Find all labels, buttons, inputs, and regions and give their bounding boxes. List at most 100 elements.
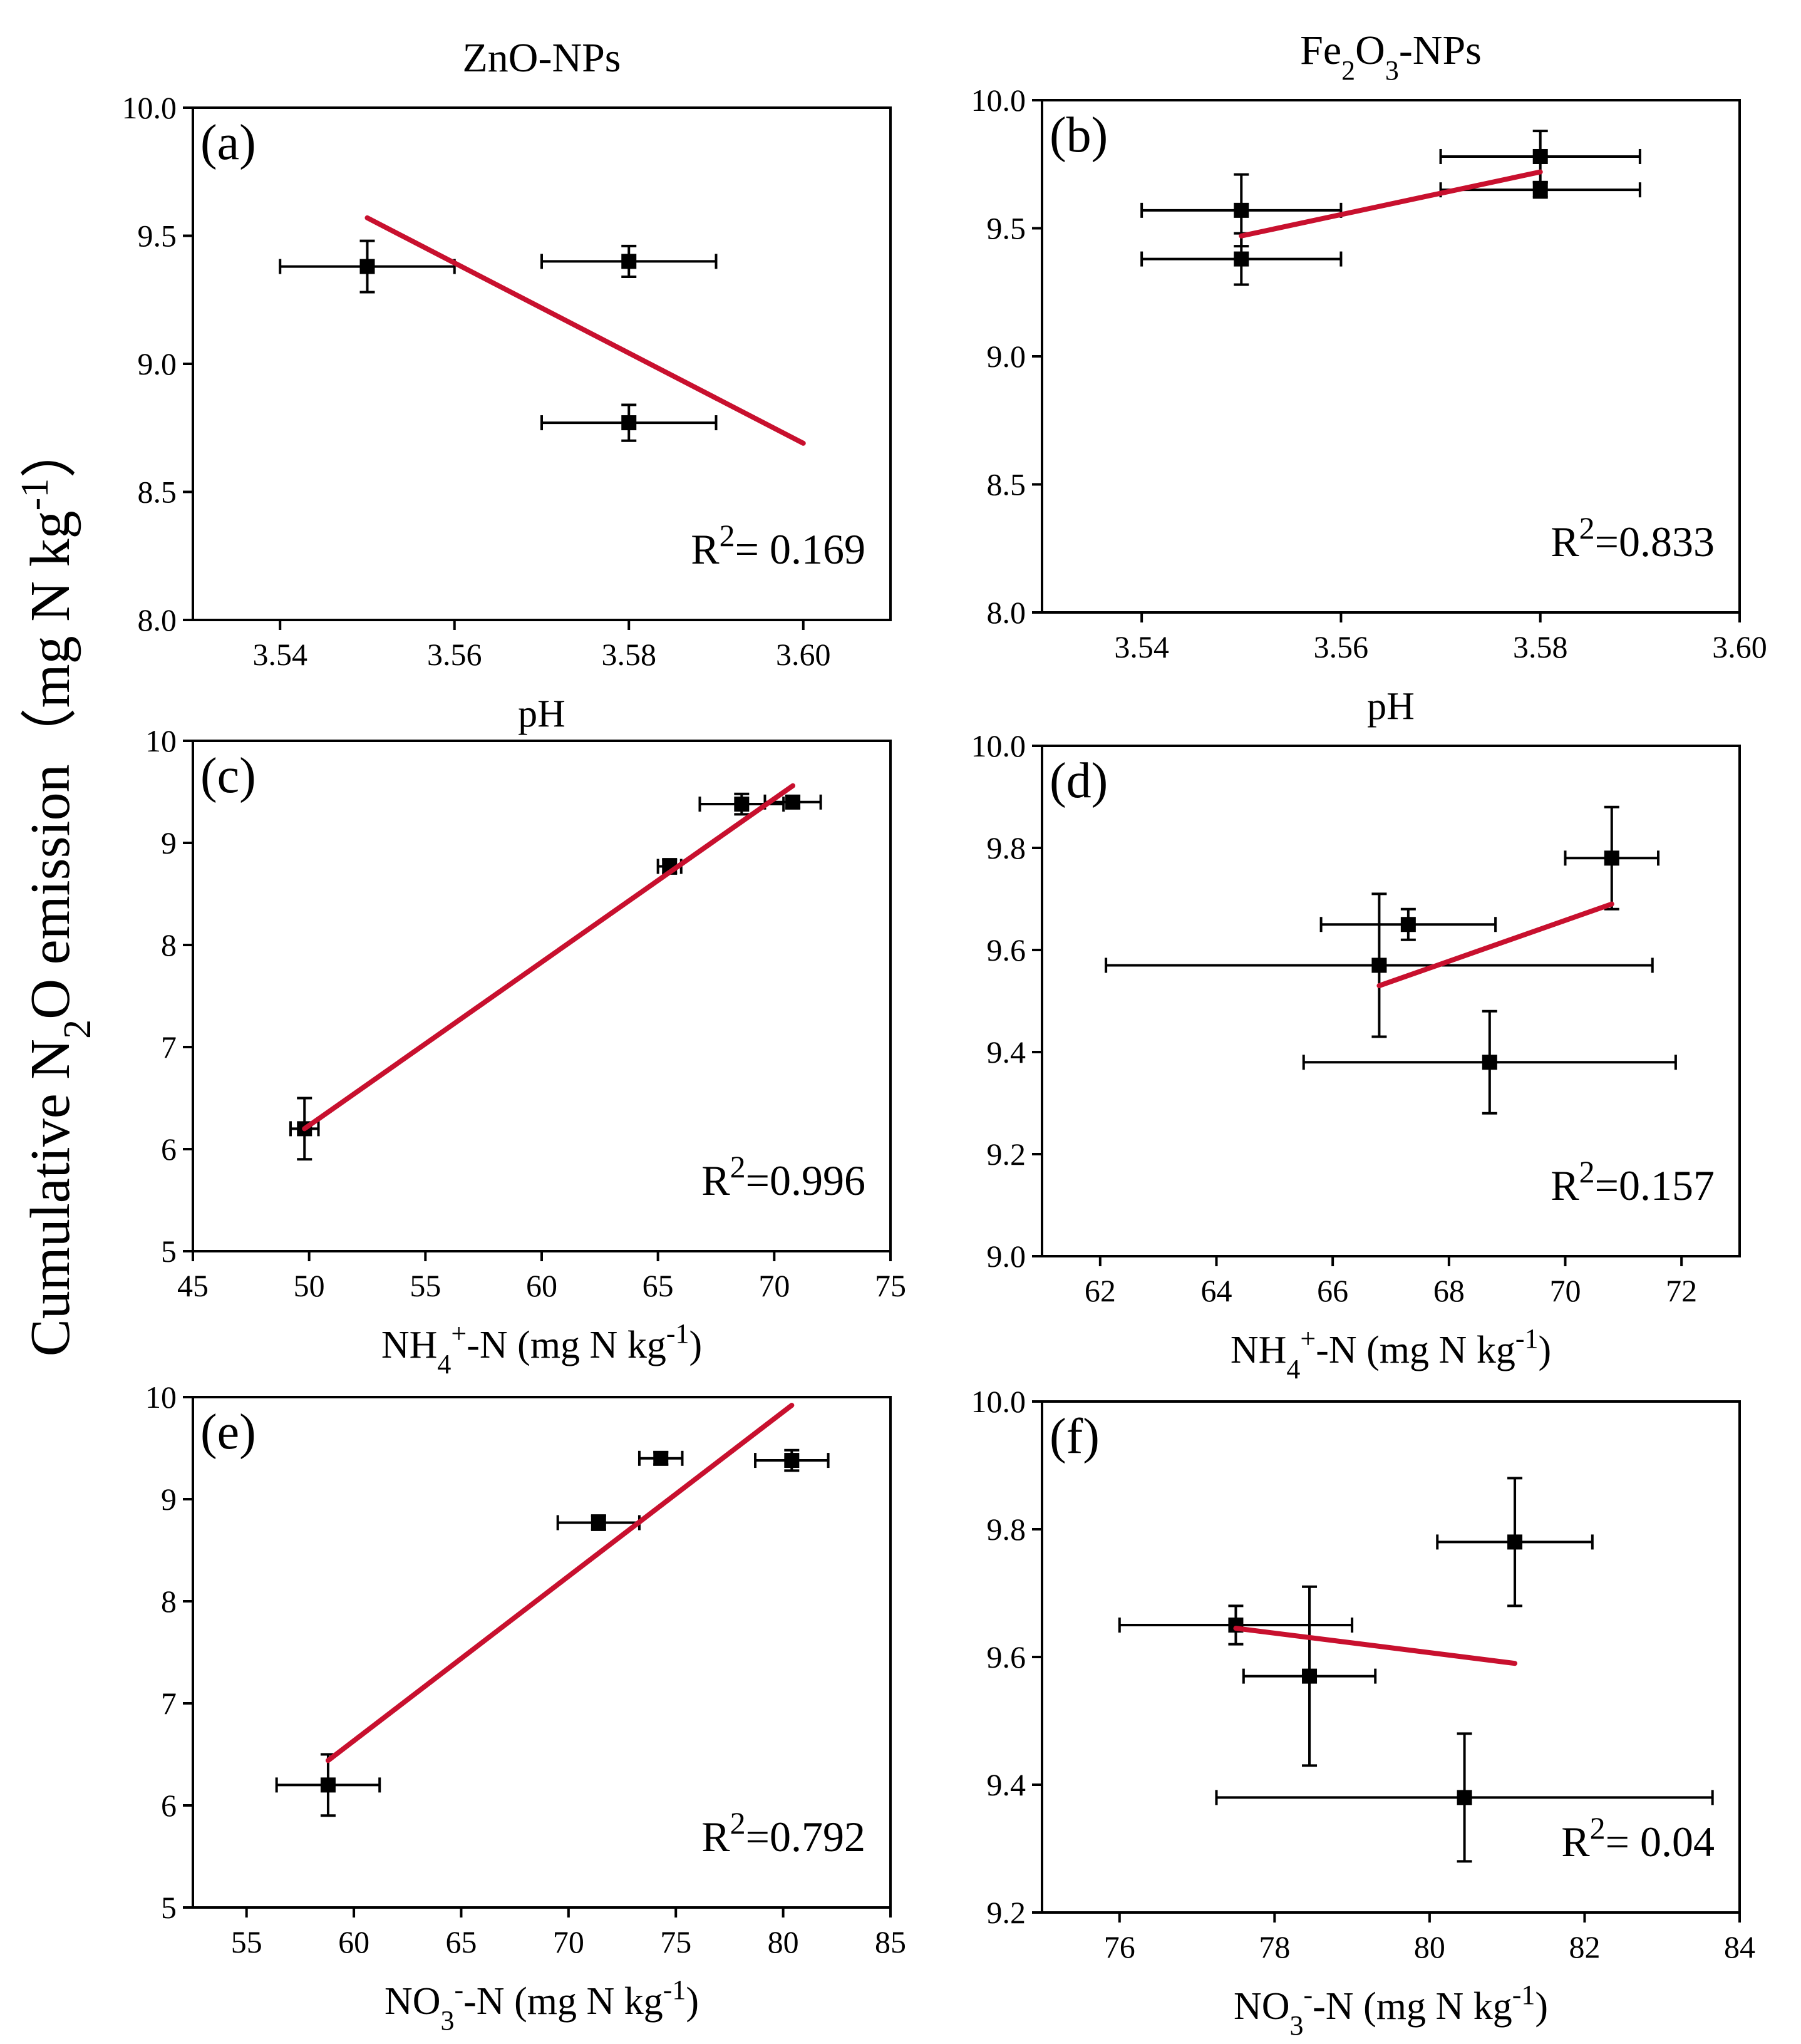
x-tick-label: 80	[768, 1924, 799, 1959]
square-marker	[621, 254, 637, 269]
x-tick-label: 82	[1569, 1929, 1600, 1964]
y-tick-label: 8.5	[138, 475, 177, 510]
x-tick-label: 55	[410, 1268, 441, 1303]
data-point	[540, 403, 718, 442]
square-marker	[1457, 1790, 1472, 1805]
square-marker	[1302, 1668, 1318, 1684]
x-tick-label: 75	[660, 1924, 691, 1959]
x-tick-label: 55	[231, 1924, 262, 1959]
x-tick-label: 72	[1666, 1273, 1697, 1308]
square-marker	[1604, 850, 1619, 866]
plot-frame	[192, 1396, 892, 1909]
y-tick-label: 6	[161, 1132, 177, 1167]
x-tick-label: 3.60	[776, 637, 831, 672]
y-tick-label: 8	[161, 1584, 177, 1619]
y-tick-label: 9.8	[987, 830, 1026, 865]
x-axis-title: NO3--N (mg N kg-1)	[1234, 1979, 1548, 2041]
data-point	[275, 1753, 381, 1817]
y-tick-label: 8.5	[987, 467, 1026, 502]
data-point	[1242, 1585, 1377, 1767]
y-tick-label: 8.0	[138, 602, 177, 637]
y-tick-label: 10	[145, 723, 177, 758]
y-tick-label: 10.0	[971, 1384, 1026, 1419]
data-point	[1140, 232, 1343, 286]
panel-e: 55 60 65 70 75 80 85 5 6 7 8 9 10 (e) NO3--N (mg N kg-…	[145, 1380, 906, 2036]
square-marker	[734, 797, 750, 812]
y-tick-label: 9.6	[987, 1639, 1026, 1675]
x-tick-label: 76	[1104, 1929, 1135, 1964]
square-marker	[1482, 1055, 1497, 1070]
x-tick-label: 3.54	[1114, 629, 1169, 664]
y-tick-label: 7	[161, 1030, 177, 1065]
square-marker	[591, 1515, 606, 1530]
y-tick-label: 10.0	[122, 90, 177, 125]
x-tick-label: 65	[445, 1924, 477, 1959]
y-tick-label: 9.2	[987, 1137, 1026, 1172]
panel-tag: (b)	[1050, 108, 1108, 163]
panel-b: 3.54 3.56 3.58 3.60 8.0 8.5 9.0 9.5 10.0 (b) Fe2O3…	[971, 28, 1767, 728]
panel-tag: (d)	[1050, 753, 1108, 808]
fit-line	[1376, 901, 1614, 989]
x-tick-label: 3.56	[427, 637, 482, 672]
y-axis-label: Cumulative N2O emission（mg N kg-1）	[14, 422, 99, 1357]
x-tick-label: 70	[1550, 1273, 1581, 1308]
x-tick-label: 75	[875, 1268, 906, 1303]
data-point	[556, 1514, 641, 1531]
r-squared-label: R2=0.833	[1551, 510, 1715, 565]
square-marker	[1400, 917, 1416, 932]
x-tick-label: 3.58	[602, 637, 657, 672]
x-tick-label: 62	[1085, 1273, 1116, 1308]
y-tick-label: 9.2	[987, 1895, 1026, 1930]
y-tick-label: 9.0	[987, 1239, 1026, 1274]
y-tick-label: 10	[145, 1380, 177, 1415]
square-marker	[1234, 202, 1249, 218]
x-tick-label: 84	[1724, 1929, 1755, 1964]
y-tick-label: 9.0	[987, 339, 1026, 374]
x-tick-label: 68	[1433, 1273, 1465, 1308]
data-point	[763, 794, 822, 810]
panel-f: 76 78 80 82 84 9.2 9.4 9.6 9.8 10.0 (f) NO3--N (mg …	[971, 1384, 1756, 2041]
data-point	[1215, 1732, 1714, 1863]
y-tick-label: 9.8	[987, 1512, 1026, 1547]
x-axis-title: NH4+-N (mg N kg-1)	[1231, 1323, 1551, 1385]
fit-line	[1233, 1626, 1518, 1666]
plot-frame	[1041, 745, 1741, 1257]
panel-a: 3.54 3.56 3.58 3.60 8.0 8.5 9.0 9.5 10.0 (a) ZnO-N…	[122, 35, 892, 735]
x-tick-label: 60	[526, 1268, 557, 1303]
x-tick-label: 45	[177, 1268, 209, 1303]
y-tick-label: 8	[161, 927, 177, 963]
y-tick-label: 10.0	[971, 83, 1026, 118]
square-marker	[1532, 148, 1548, 164]
x-axis-title: pH	[518, 693, 565, 735]
panel-title: Fe2O3-NPs	[1300, 28, 1482, 86]
panel-tag: (e)	[200, 1405, 256, 1460]
data-point	[637, 1450, 684, 1466]
x-axis-title: NO3--N (mg N kg-1)	[384, 1974, 699, 2036]
x-tick-label: 3.60	[1712, 629, 1767, 664]
data-point	[1118, 1604, 1354, 1646]
x-tick-label: 70	[553, 1924, 584, 1959]
y-tick-label: 9.5	[138, 219, 177, 254]
x-axis-title: NH4+-N (mg N kg-1)	[381, 1318, 702, 1380]
y-tick-label: 5	[161, 1234, 177, 1269]
square-marker	[1234, 251, 1249, 267]
data-point	[754, 1448, 830, 1472]
x-tick-label: 70	[758, 1268, 790, 1303]
fit-line	[364, 215, 806, 446]
y-tick-label: 7	[161, 1686, 177, 1721]
square-marker	[359, 259, 375, 274]
fit-line	[302, 783, 796, 1132]
square-marker	[621, 415, 637, 431]
y-tick-label: 9.5	[987, 211, 1026, 246]
x-axis-title: pH	[1367, 685, 1415, 728]
x-tick-label: 60	[338, 1924, 369, 1959]
y-tick-label: 9.6	[987, 932, 1026, 968]
x-tick-label: 50	[294, 1268, 325, 1303]
y-tick-label: 8.0	[987, 595, 1026, 630]
square-marker	[784, 1453, 800, 1468]
data-point	[540, 244, 718, 278]
data-point	[1564, 805, 1660, 911]
square-marker	[1371, 957, 1387, 973]
y-tick-label: 5	[161, 1890, 177, 1925]
